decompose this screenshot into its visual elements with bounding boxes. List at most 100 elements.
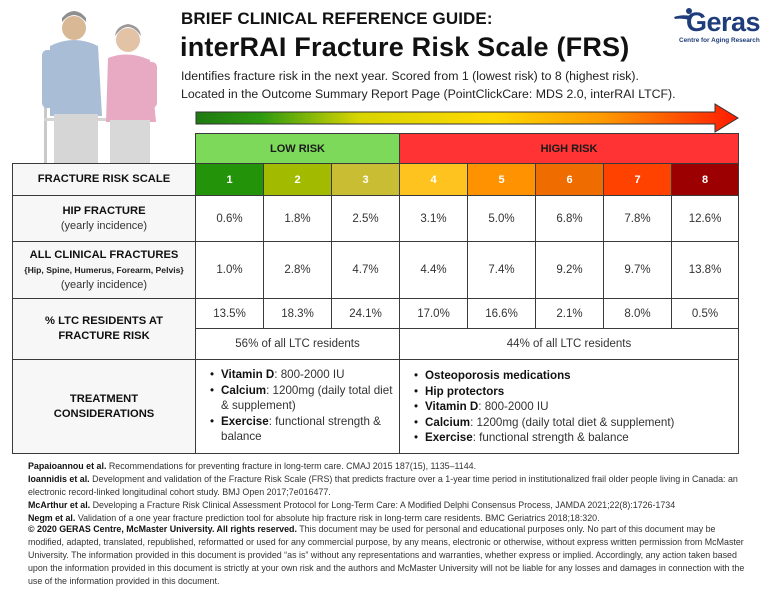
treatment-item-detail: : 1200mg (daily total diet & supplement) (470, 415, 675, 429)
ltc-residents-cell-7: 8.0% (603, 298, 672, 329)
all-fractures-value: 2.8% (284, 264, 311, 276)
treatment-item-title: Exercise (221, 414, 269, 428)
copyright-bold: © 2020 GERAS Centre, McMaster University… (28, 524, 297, 534)
reference-item: Negm et al. Validation of a one year fra… (28, 512, 748, 525)
hip-fracture-value: 6.8% (556, 212, 583, 225)
risk-gradient-arrow-icon (195, 103, 739, 133)
treatment-item-detail: : 800-2000 IU (274, 368, 345, 381)
ltc-label-line-1: % LTC RESIDENTS AT (45, 315, 163, 327)
hip-fracture-cell-4: 3.1% (399, 195, 468, 242)
reference-authors: Negm et al. (28, 512, 76, 523)
treatment-low-list: Vitamin D: 800-2000 IUCalcium: 1200mg (d… (210, 367, 399, 445)
reference-authors: Ioannidis et al. (28, 473, 90, 484)
all-fractures-detail: {Hip, Spine, Humerus, Forearm, Pelvis} (24, 264, 184, 275)
treatment-item: Exercise: functional strength & balance (210, 414, 399, 445)
treatment-item-title: Hip protectors (425, 384, 505, 398)
scale-cell-8: 8 (671, 163, 739, 196)
scale-cell-6: 6 (535, 163, 604, 196)
reference-authors: McArthur et al. (28, 499, 91, 510)
row-label-ltc-residents: % LTC RESIDENTS AT FRACTURE RISK (12, 298, 196, 360)
geras-logo: Geras Centre for Aging Research (672, 6, 764, 46)
treatment-item-title: Calcium (425, 415, 471, 429)
copyright-notice: © 2020 GERAS Centre, McMaster University… (28, 523, 748, 588)
treatment-item-detail: : functional strength & balance (221, 414, 381, 444)
reference-authors: Papaioannou et al. (28, 461, 107, 471)
scale-value: 5 (498, 173, 505, 186)
all-fractures-label: ALL CLINICAL FRACTURES (29, 248, 179, 261)
logo-tagline: Centre for Aging Research (679, 37, 760, 44)
high-risk-band: HIGH RISK (399, 133, 739, 164)
reference-item: Ioannidis et al. Development and validat… (28, 473, 748, 499)
all-fractures-value: 9.7% (624, 264, 651, 276)
hip-fracture-label: HIP FRACTURE (62, 204, 146, 217)
ltc-high-total-text: 44% of all LTC residents (506, 338, 632, 350)
guide-supertitle: BRIEF CLINICAL REFERENCE GUIDE: (181, 9, 493, 28)
low-risk-label: LOW RISK (270, 142, 325, 155)
hip-fracture-cell-7: 7.8% (603, 195, 672, 242)
ltc-residents-cell-3: 24.1% (331, 298, 400, 329)
hip-fracture-cell-8: 12.6% (671, 195, 739, 242)
all-fractures-cell-4: 4.4% (399, 241, 468, 299)
all-fractures-cell-2: 2.8% (263, 241, 332, 299)
elderly-couple-photo (42, 11, 157, 163)
description-line-1: Identifies fracture risk in the next yea… (181, 69, 639, 83)
all-fractures-value: 9.2% (556, 264, 583, 276)
all-fractures-value: 4.7% (352, 264, 379, 276)
row-label-all-fractures: ALL CLINICAL FRACTURES {Hip, Spine, Hume… (12, 241, 196, 299)
all-fractures-cell-7: 9.7% (603, 241, 672, 299)
treatment-item: Vitamin D: 800-2000 IU (210, 367, 399, 383)
hip-fracture-cell-6: 6.8% (535, 195, 604, 242)
treatment-item-title: Exercise (425, 431, 473, 445)
scale-cell-5: 5 (467, 163, 536, 196)
treatment-item: Calcium: 1200mg (daily total diet & supp… (414, 415, 674, 431)
page-title: interRAI Fracture Risk Scale (FRS) (180, 32, 630, 62)
treatment-item-title: Osteoporosis medications (425, 369, 571, 382)
description-line-2: Located in the Outcome Summary Report Pa… (181, 87, 676, 101)
all-fractures-value: 1.0% (216, 264, 243, 276)
all-fractures-cell-1: 1.0% (195, 241, 264, 299)
scale-value: 6 (566, 173, 573, 186)
hip-fracture-value: 5.0% (488, 212, 515, 225)
all-fractures-value: 13.8% (688, 264, 722, 276)
scale-label: FRACTURE RISK SCALE (37, 173, 171, 185)
all-fractures-value: 4.4% (420, 264, 447, 276)
hip-fracture-cell-5: 5.0% (467, 195, 536, 242)
ltc-residents-cell-2: 18.3% (263, 298, 332, 329)
treatment-item: Osteoporosis medications (414, 368, 674, 384)
row-label-treatment: TREATMENT CONSIDERATIONS (12, 359, 196, 454)
fracture-risk-table: LOW RISK HIGH RISK FRACTURE RISK SCALE H… (12, 133, 739, 454)
ltc-residents-value: 16.6% (485, 307, 518, 320)
scale-cell-1: 1 (195, 163, 264, 196)
hip-fracture-value: 3.1% (420, 212, 447, 225)
high-risk-label: HIGH RISK (540, 142, 598, 155)
treatment-item-title: Vitamin D (221, 368, 275, 381)
all-fractures-cell-5: 7.4% (467, 241, 536, 299)
hip-fracture-value: 7.8% (624, 212, 651, 225)
low-risk-band: LOW RISK (195, 133, 400, 164)
scale-cell-2: 2 (263, 163, 332, 196)
scale-value: 1 (226, 173, 233, 186)
all-fractures-cell-3: 4.7% (331, 241, 400, 299)
ltc-residents-value: 13.5% (213, 307, 246, 320)
treatment-label-line-2: CONSIDERATIONS (53, 407, 155, 420)
treatment-item-detail: : functional strength & balance (472, 431, 629, 445)
scale-value: 8 (701, 173, 709, 186)
ltc-residents-value: 24.1% (349, 307, 382, 320)
logo-wordmark: Geras (686, 7, 761, 37)
ltc-residents-value: 8.0% (624, 307, 651, 320)
ltc-low-total: 56% of all LTC residents (195, 328, 400, 360)
references: Papaioannou et al. Recommendations for p… (28, 460, 748, 525)
hip-fracture-value: 2.5% (352, 212, 379, 225)
scale-value: 4 (430, 173, 437, 186)
person-figure-icon (674, 8, 692, 20)
description: Identifies fracture risk in the next yea… (181, 67, 676, 103)
hip-fracture-cell-3: 2.5% (331, 195, 400, 242)
treatment-high-risk: Osteoporosis medications Hip protectors Vi… (399, 359, 739, 454)
treatment-item: Exercise: functional strength & balance (414, 430, 674, 446)
copyright-text: This document may be used for personal a… (28, 524, 745, 586)
treatment-item: Calcium: 1200mg (daily total diet & supp… (210, 383, 399, 414)
hip-fracture-value: 12.6% (688, 212, 722, 225)
reference-item: McArthur et al. Developing a Fracture Ri… (28, 499, 748, 512)
treatment-item-title: Vitamin D (425, 400, 479, 414)
hip-fracture-cell-1: 0.6% (195, 195, 264, 242)
